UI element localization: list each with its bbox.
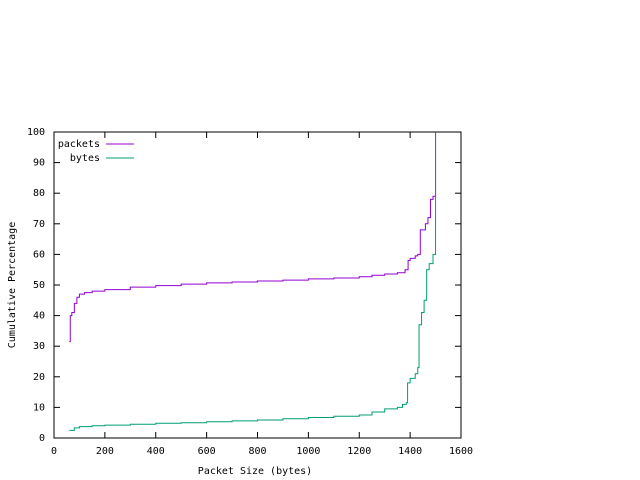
y-tick-label: 60 [33, 249, 45, 260]
x-tick-label: 800 [248, 446, 266, 457]
x-axis-label: Packet Size (bytes) [198, 466, 312, 477]
x-tick-label: 0 [51, 446, 57, 457]
y-tick-label: 70 [33, 219, 45, 230]
y-tick-label: 50 [33, 280, 45, 291]
y-tick-label: 40 [33, 311, 45, 322]
y-tick-label: 20 [33, 372, 45, 383]
x-tick-label: 600 [198, 446, 216, 457]
x-tick-label: 1400 [398, 446, 422, 457]
x-tick-label: 1200 [347, 446, 371, 457]
y-axis-label: Cumulative Percentage [7, 222, 18, 348]
y-tick-label: 10 [33, 402, 45, 413]
x-tick-label: 400 [147, 446, 165, 457]
x-tick-label: 1000 [296, 446, 320, 457]
y-tick-label: 100 [27, 127, 45, 138]
legend-label: bytes [70, 153, 100, 164]
x-tick-label: 1600 [449, 446, 473, 457]
y-tick-label: 90 [33, 158, 45, 169]
x-tick-label: 200 [96, 446, 114, 457]
plot-frame [53, 131, 462, 439]
series-line [69, 132, 437, 343]
y-tick-label: 0 [39, 433, 45, 444]
y-tick-label: 80 [33, 188, 45, 199]
y-tick-label: 30 [33, 341, 45, 352]
legend-label: packets [58, 139, 100, 150]
series-line [69, 132, 437, 431]
